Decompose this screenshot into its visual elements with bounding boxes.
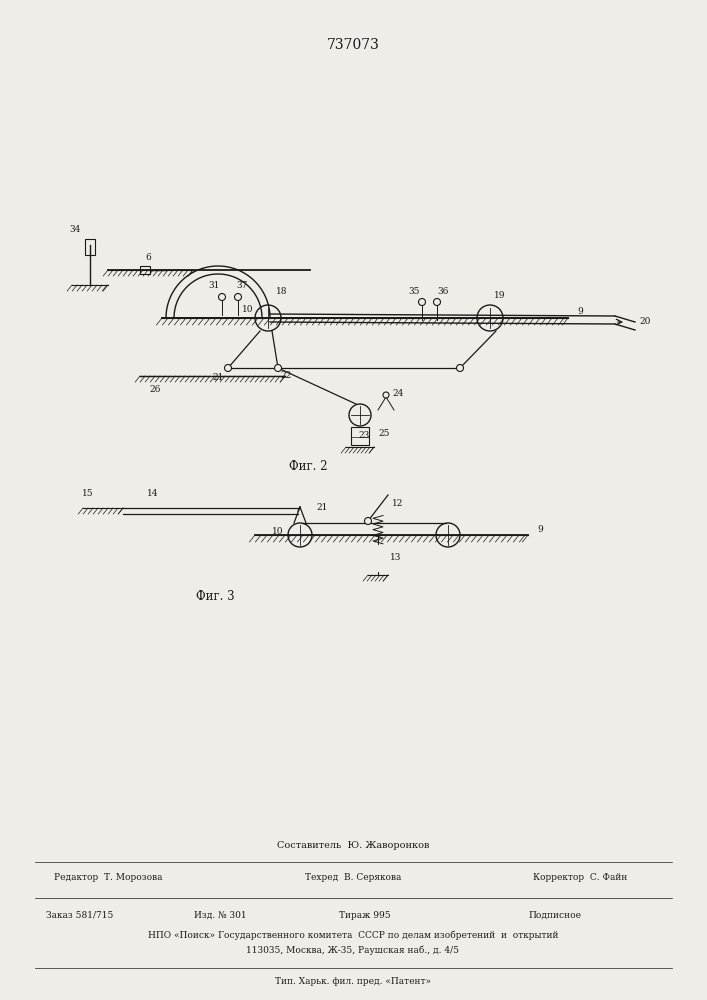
Text: Изд. № 301: Изд. № 301	[194, 910, 246, 920]
Text: Составитель  Ю. Жаворонков: Составитель Ю. Жаворонков	[277, 840, 429, 850]
Text: 12: 12	[392, 498, 404, 508]
Text: Тираж 995: Тираж 995	[339, 910, 391, 920]
Text: Техред  В. Серякова: Техред В. Серякова	[305, 874, 401, 882]
Text: 23: 23	[358, 430, 370, 440]
Text: 6: 6	[145, 252, 151, 261]
Circle shape	[225, 364, 231, 371]
Text: 26: 26	[149, 385, 160, 394]
Text: 113035, Москва, Ж-35, Раушская наб., д. 4/5: 113035, Москва, Ж-35, Раушская наб., д. …	[247, 945, 460, 955]
Text: 24: 24	[392, 388, 404, 397]
Bar	[140, 266, 150, 274]
Text: НПО «Поиск» Государственного комитета  СССР по делам изобретений  и  открытий: НПО «Поиск» Государственного комитета СС…	[148, 930, 559, 940]
Text: 37: 37	[236, 280, 247, 290]
Circle shape	[433, 298, 440, 306]
Text: 9: 9	[577, 308, 583, 316]
Circle shape	[274, 364, 281, 371]
Text: 20: 20	[639, 318, 650, 326]
Text: 22: 22	[281, 371, 291, 380]
Text: 18: 18	[276, 288, 288, 296]
Circle shape	[365, 518, 371, 524]
Text: 15: 15	[82, 489, 94, 498]
Text: 737073: 737073	[327, 38, 380, 52]
Circle shape	[457, 364, 464, 371]
Text: 21: 21	[316, 502, 327, 512]
Text: 19: 19	[494, 292, 506, 300]
Text: 35: 35	[408, 288, 420, 296]
Text: 31: 31	[209, 280, 220, 290]
Circle shape	[218, 294, 226, 300]
Text: 10: 10	[243, 306, 254, 314]
Text: Фиг. 3: Фиг. 3	[196, 589, 234, 602]
Text: 14: 14	[147, 489, 159, 498]
Text: 25: 25	[378, 428, 390, 438]
Text: 21: 21	[212, 373, 223, 382]
Text: Корректор  С. Файн: Корректор С. Файн	[533, 874, 627, 882]
Text: Тип. Харьк. фил. пред. «Патент»: Тип. Харьк. фил. пред. «Патент»	[275, 978, 431, 986]
Bar	[85, 239, 95, 255]
Text: Фиг. 2: Фиг. 2	[288, 460, 327, 474]
Text: Подписное: Подписное	[529, 910, 581, 920]
Text: Редактор  Т. Морозова: Редактор Т. Морозова	[54, 874, 162, 882]
Text: 9: 9	[537, 524, 543, 534]
Circle shape	[419, 298, 426, 306]
Circle shape	[383, 392, 389, 398]
Text: Заказ 581/715: Заказ 581/715	[47, 910, 114, 920]
Text: 10: 10	[272, 526, 284, 536]
Text: 36: 36	[438, 288, 449, 296]
Circle shape	[235, 294, 242, 300]
Text: 13: 13	[390, 554, 402, 562]
Bar	[351, 427, 369, 445]
Text: 34: 34	[69, 226, 81, 234]
